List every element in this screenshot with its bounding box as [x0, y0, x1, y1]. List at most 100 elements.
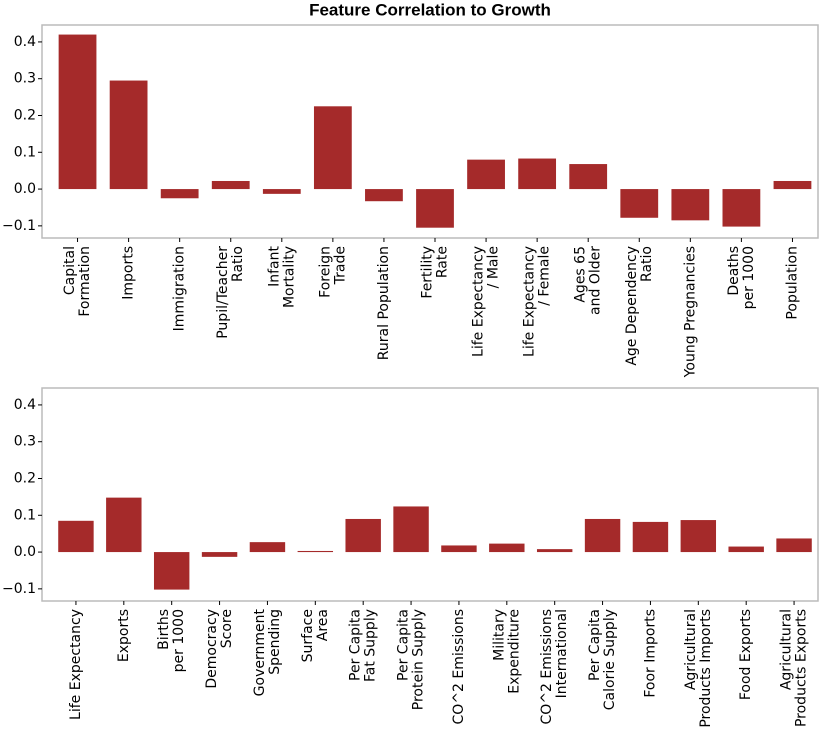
y-tick-label: 0.0 [14, 181, 36, 197]
bar [467, 159, 505, 190]
x-tick-label: AgriculturalProducts Exports [779, 609, 810, 727]
bar [671, 189, 710, 221]
bar [297, 550, 334, 553]
y-tick-label: −0.1 [2, 581, 36, 597]
x-tick-label: Age DependencyRatio [624, 246, 655, 366]
y-tick-label: 0.1 [14, 507, 36, 523]
x-tick-group: ForeignTrade [317, 246, 348, 298]
x-tick-group: GovernmentSpending [252, 608, 283, 696]
x-tick-group: Imports [121, 246, 137, 300]
x-tick-label: CO^2 Emissions [451, 609, 467, 724]
x-tick-label: Rural Population [376, 246, 392, 360]
x-tick-group: Rural Population [376, 246, 392, 360]
y-tick-label: 0.4 [14, 34, 36, 50]
x-tick-group: DemocracyScore [204, 609, 235, 689]
x-tick-label: Birthsper 1000 [156, 609, 187, 672]
x-tick-group: Per CapitaCalorie Supply [587, 609, 618, 710]
y-tick-label: 0.2 [14, 107, 36, 123]
bar [518, 158, 557, 190]
x-tick-group: Deathsper 1000 [726, 246, 757, 309]
bar [416, 189, 454, 228]
x-tick-label: Ages 65and Older [573, 246, 604, 315]
bar [109, 80, 148, 190]
bar [160, 189, 199, 199]
y-tick-label: 0.3 [14, 71, 36, 87]
x-tick-label: SurfaceArea [300, 609, 331, 662]
bar [680, 520, 717, 553]
x-tick-label: Food Exports [738, 609, 754, 700]
x-tick-label: FertilityRate [420, 246, 451, 299]
x-tick-label: Pupil/TeacherRatio [215, 246, 246, 339]
x-tick-label: Foor Imports [642, 609, 658, 698]
bar [201, 552, 238, 557]
bar [632, 521, 669, 553]
x-tick-label: GovernmentSpending [252, 608, 283, 696]
x-tick-label: Per CapitaCalorie Supply [587, 609, 618, 710]
x-tick-group: CO^2 Emissions [451, 609, 467, 724]
bar [584, 518, 621, 553]
bar [489, 543, 525, 553]
x-tick-group: Foor Imports [642, 609, 658, 698]
bar [262, 189, 301, 194]
x-tick-group: Exports [116, 609, 132, 662]
bar [728, 546, 764, 553]
bar [58, 520, 94, 553]
x-tick-group: Age DependencyRatio [624, 246, 655, 366]
x-tick-group: CO^2 EmissionsInternational [539, 609, 570, 724]
bar [345, 518, 381, 553]
x-tick-group: Life Expectancy [68, 609, 84, 720]
bar [313, 106, 352, 190]
bar [58, 34, 97, 190]
x-tick-group: AgriculturalProducts Imports [683, 609, 714, 728]
y-tick-label: 0.3 [14, 434, 36, 450]
x-tick-group: Food Exports [738, 609, 754, 700]
x-tick-group: Pupil/TeacherRatio [215, 246, 246, 339]
x-tick-label: InfantMortality [266, 245, 297, 308]
x-tick-label: ForeignTrade [317, 246, 348, 298]
plot-frame [41, 387, 819, 602]
x-tick-group: AgriculturalProducts Exports [779, 609, 810, 727]
chart-title: Feature Correlation to Growth [309, 0, 551, 19]
bar [106, 497, 142, 553]
x-tick-label: Per CapitaProtein Supply [396, 609, 427, 710]
y-tick-label: −0.1 [2, 218, 36, 234]
x-tick-group: InfantMortality [266, 245, 297, 308]
bar [365, 189, 403, 202]
x-tick-label: Population [784, 246, 800, 320]
x-tick-group: SurfaceArea [300, 609, 331, 662]
x-tick-group: Life Expectancy/ Female [522, 246, 553, 357]
bar [773, 180, 812, 190]
x-tick-label: CO^2 EmissionsInternational [539, 609, 570, 724]
x-tick-label: MilitaryExpenditure [491, 609, 522, 694]
bar [153, 552, 190, 590]
x-tick-group: Ages 65and Older [573, 246, 604, 315]
x-tick-label: AgriculturalProducts Imports [683, 609, 714, 728]
bar [536, 549, 573, 553]
x-tick-group: Life Expectancy/ Male [471, 246, 502, 357]
x-tick-label: Imports [121, 246, 137, 300]
x-tick-label: Immigration [172, 246, 188, 331]
x-tick-group: CapitalFormation [62, 246, 93, 317]
y-tick-label: 0.4 [14, 397, 36, 413]
x-tick-label: Life Expectancy/ Female [522, 246, 553, 357]
y-tick-label: 0.2 [14, 470, 36, 486]
y-tick-label: 0.0 [14, 544, 36, 560]
x-tick-group: Immigration [172, 246, 188, 331]
y-tick-label: 0.1 [14, 144, 36, 160]
x-tick-group: Birthsper 1000 [156, 609, 187, 672]
bar [569, 164, 608, 190]
x-tick-label: Life Expectancy/ Male [471, 246, 502, 357]
bar [249, 542, 286, 553]
x-tick-label: Per CapitaFat Supply [348, 609, 379, 682]
x-tick-label: Exports [116, 609, 132, 662]
x-tick-group: Per CapitaFat Supply [348, 609, 379, 682]
bar [776, 538, 812, 553]
x-tick-label: Young Pregnancies [682, 246, 698, 378]
x-tick-label: Life Expectancy [68, 609, 84, 720]
x-tick-group: Per CapitaProtein Supply [396, 609, 427, 710]
x-tick-label: DemocracyScore [204, 609, 235, 689]
x-tick-group: Young Pregnancies [682, 246, 698, 378]
plot-frame [41, 24, 819, 239]
bar [441, 545, 477, 553]
